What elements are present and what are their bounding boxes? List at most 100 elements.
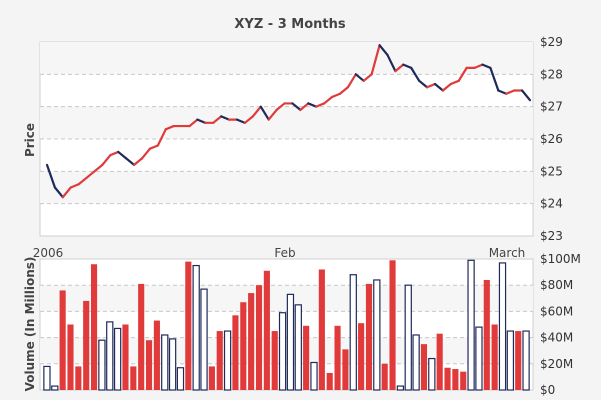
price-tick-label: $26	[540, 132, 563, 146]
price-segment	[291, 102, 302, 112]
price-segment	[156, 128, 167, 147]
price-segment	[330, 92, 342, 99]
price-segment	[402, 63, 413, 69]
volume-bar	[106, 321, 114, 391]
price-band	[40, 42, 533, 75]
price-segment	[418, 79, 429, 89]
price-segment	[338, 86, 349, 95]
price-segment	[370, 44, 381, 76]
price-segment	[315, 102, 326, 108]
price-segment	[394, 63, 405, 73]
volume-bar	[185, 261, 192, 390]
price-tick-label: $25	[540, 164, 563, 178]
x-tick-labels: 2006 Feb March	[33, 246, 526, 260]
volume-bar	[67, 324, 74, 390]
volume-band	[40, 285, 533, 312]
price-segment	[61, 186, 72, 199]
volume-bar	[223, 330, 232, 391]
volume-grid	[40, 284, 533, 365]
volume-bar	[138, 283, 145, 390]
volume-bar	[83, 300, 90, 390]
price-segment	[101, 154, 112, 166]
price-segment	[132, 157, 144, 166]
price-segment	[425, 82, 437, 89]
price-line-group	[45, 44, 532, 199]
volume-bar	[467, 259, 475, 391]
volume-bar	[326, 372, 333, 390]
volume-bar	[404, 284, 412, 391]
volume-axis-title: Volume (In Millions)	[23, 257, 37, 392]
price-segment	[251, 105, 262, 118]
volume-bar	[475, 326, 483, 391]
price-segment	[433, 82, 445, 92]
price-segment	[267, 108, 278, 121]
volume-tick-label: $60M	[540, 304, 573, 318]
x-tick-label: 2006	[33, 246, 64, 260]
volume-bar	[483, 279, 490, 390]
price-band	[40, 171, 533, 204]
volume-bar	[498, 262, 507, 391]
price-segment	[164, 124, 175, 131]
volume-bar	[51, 385, 59, 391]
volume-bar	[192, 264, 200, 391]
volume-plot-area	[39, 258, 534, 391]
volume-bar	[365, 283, 373, 390]
volume-bar	[122, 324, 129, 390]
volume-bar	[130, 366, 137, 390]
volume-bar	[334, 325, 341, 390]
volume-bar	[342, 349, 349, 390]
volume-bar	[389, 260, 396, 390]
price-segment	[93, 163, 104, 173]
volume-bar	[381, 363, 388, 390]
volume-bar	[412, 334, 420, 391]
price-segment	[196, 118, 207, 124]
volume-bar	[216, 331, 223, 390]
volume-tick-label: $0	[540, 383, 555, 397]
volume-bar	[168, 338, 177, 391]
price-segment	[362, 73, 373, 82]
price-segment	[410, 66, 421, 82]
volume-bar	[98, 339, 106, 391]
price-segment	[212, 115, 223, 124]
volume-bar	[200, 288, 208, 391]
volume-bar	[358, 323, 365, 390]
volume-bar	[153, 320, 160, 390]
price-y-axis-labels: $23 $24 $25 $26 $27 $28 $29	[540, 35, 563, 243]
chart-title: XYZ - 3 Months	[234, 17, 345, 32]
volume-tick-label: $100M	[540, 252, 581, 266]
volume-bar	[145, 340, 153, 390]
price-segment	[481, 63, 492, 69]
volume-bar	[420, 344, 428, 390]
price-axis-title: Price	[23, 123, 37, 157]
price-segment	[457, 66, 468, 82]
price-segment	[85, 170, 96, 179]
volume-tick-label: $40M	[540, 331, 573, 345]
volume-bar	[310, 361, 318, 391]
price-segment	[220, 115, 231, 121]
volume-bar	[286, 293, 295, 391]
price-segment	[117, 150, 128, 160]
x-tick-label: Feb	[274, 246, 295, 260]
price-band	[40, 106, 533, 139]
price-segment	[346, 73, 357, 89]
price-grid	[40, 73, 533, 205]
volume-bar	[271, 331, 278, 390]
volume-band-group	[40, 285, 533, 364]
price-tick-label: $23	[540, 229, 563, 243]
price-segment	[53, 186, 64, 199]
volume-bar	[248, 293, 255, 390]
volume-bar	[506, 330, 515, 391]
volume-y-axis-labels: $0 $20M $40M $60M $80M $100M	[540, 252, 581, 397]
volume-bar	[491, 324, 498, 390]
x-tick-label: March	[489, 246, 526, 260]
volume-bar	[240, 302, 247, 390]
price-tick-label: $29	[540, 35, 563, 49]
volume-bar	[208, 366, 215, 390]
price-segment	[235, 118, 247, 124]
volume-bar	[349, 274, 357, 391]
volume-bar	[396, 385, 405, 391]
volume-bar	[278, 312, 287, 391]
volume-bar	[113, 327, 122, 391]
volume-bar	[444, 367, 451, 390]
